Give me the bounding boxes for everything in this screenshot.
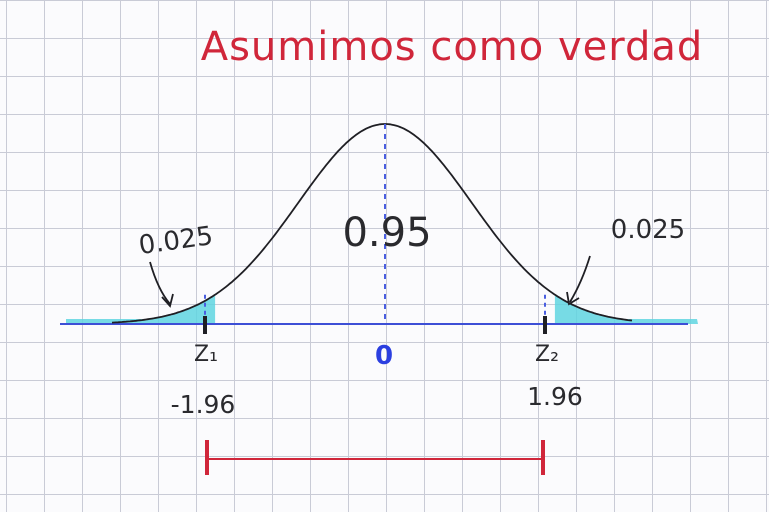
right-tail-arrow <box>569 255 591 303</box>
mean-label: 0 <box>375 341 393 371</box>
z1-value: -1.96 <box>171 390 236 419</box>
right-tail-area-label: 0.025 <box>611 215 685 245</box>
right-tail-shading <box>554 294 698 324</box>
z2-label: Z₂ <box>535 342 559 367</box>
z2-value: 1.96 <box>527 382 583 411</box>
center-area-label: 0.95 <box>342 210 431 256</box>
left-tail-shading <box>66 294 216 324</box>
left-tail-area-label: 0.025 <box>137 221 215 261</box>
right-tail-arrow-head <box>566 291 580 306</box>
left-tail-arrow-head <box>161 293 174 308</box>
left-tail-arrow <box>149 261 171 305</box>
interval-bracket <box>205 440 545 475</box>
bell-curve <box>111 123 633 324</box>
title: Asumimos como verdad <box>201 24 704 70</box>
z1-label: Z₁ <box>194 342 218 367</box>
